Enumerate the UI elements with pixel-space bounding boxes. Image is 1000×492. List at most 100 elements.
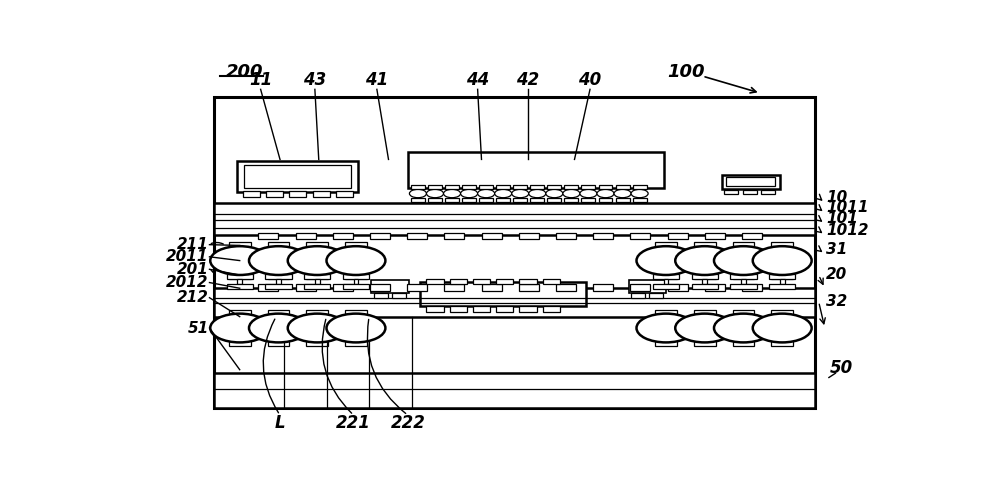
Bar xyxy=(496,307,513,312)
Bar xyxy=(473,279,490,284)
Bar xyxy=(653,275,679,279)
Bar xyxy=(694,310,716,316)
Bar xyxy=(343,284,369,289)
Circle shape xyxy=(326,313,385,342)
Bar xyxy=(411,185,425,189)
Circle shape xyxy=(563,189,580,198)
Bar xyxy=(482,284,502,290)
Bar xyxy=(354,279,358,284)
Bar xyxy=(392,293,406,298)
Bar xyxy=(543,307,560,312)
Text: 11: 11 xyxy=(249,71,272,89)
Text: 2012: 2012 xyxy=(166,275,209,290)
Bar xyxy=(664,279,668,284)
Bar xyxy=(227,284,253,289)
Bar xyxy=(289,191,306,197)
Bar xyxy=(581,198,595,202)
Circle shape xyxy=(444,189,461,198)
Circle shape xyxy=(675,246,734,275)
Text: 41: 41 xyxy=(365,71,388,89)
Circle shape xyxy=(478,189,495,198)
Bar xyxy=(742,284,762,290)
Bar xyxy=(315,279,320,284)
Bar xyxy=(306,310,328,316)
Bar xyxy=(450,279,467,284)
Bar xyxy=(519,284,539,290)
Circle shape xyxy=(529,189,546,198)
Circle shape xyxy=(210,313,269,342)
Bar xyxy=(705,233,725,239)
Bar xyxy=(633,185,647,189)
Bar xyxy=(616,185,630,189)
Bar xyxy=(336,191,353,197)
Text: 2011: 2011 xyxy=(166,249,209,264)
Bar xyxy=(258,284,278,290)
Bar xyxy=(345,340,367,346)
Bar xyxy=(547,185,561,189)
Bar xyxy=(599,185,612,189)
Bar xyxy=(593,233,613,239)
Bar xyxy=(519,279,537,284)
Bar xyxy=(333,233,353,239)
Bar xyxy=(237,161,358,191)
Circle shape xyxy=(675,313,734,342)
Bar xyxy=(694,243,716,248)
Bar xyxy=(296,233,316,239)
Bar xyxy=(265,275,292,279)
Bar xyxy=(370,284,390,290)
Bar xyxy=(243,191,260,197)
Bar xyxy=(426,307,444,312)
Bar xyxy=(304,284,330,289)
Bar xyxy=(730,284,757,289)
Bar xyxy=(445,198,459,202)
Text: 20: 20 xyxy=(826,268,848,282)
Bar xyxy=(771,340,793,346)
Bar xyxy=(668,233,688,239)
Text: 31: 31 xyxy=(826,242,848,257)
Bar xyxy=(629,280,666,293)
Bar xyxy=(371,280,409,293)
Bar xyxy=(313,191,330,197)
Bar xyxy=(268,243,289,248)
Bar xyxy=(482,233,502,239)
Circle shape xyxy=(597,189,614,198)
Bar xyxy=(229,273,251,279)
Bar xyxy=(229,243,251,248)
Bar xyxy=(411,198,425,202)
Bar xyxy=(296,284,316,290)
Circle shape xyxy=(512,189,529,198)
Bar xyxy=(237,279,242,284)
Bar xyxy=(496,198,510,202)
Bar xyxy=(692,284,718,289)
Bar xyxy=(581,185,595,189)
Bar xyxy=(306,273,328,279)
Bar xyxy=(306,340,328,346)
Bar xyxy=(268,310,289,316)
Circle shape xyxy=(249,313,308,342)
Circle shape xyxy=(409,189,426,198)
Circle shape xyxy=(288,313,347,342)
Text: 50: 50 xyxy=(830,359,854,377)
Bar xyxy=(462,198,476,202)
Text: 201: 201 xyxy=(177,262,209,277)
Bar xyxy=(473,307,490,312)
Bar xyxy=(780,279,785,284)
Bar xyxy=(519,233,539,239)
Bar xyxy=(705,284,725,290)
Text: 42: 42 xyxy=(516,71,540,89)
Bar xyxy=(513,185,527,189)
Bar xyxy=(513,198,527,202)
Bar xyxy=(426,279,444,284)
Bar xyxy=(479,185,493,189)
Bar xyxy=(229,310,251,316)
Text: 44: 44 xyxy=(466,71,489,89)
Bar xyxy=(702,279,707,284)
Bar xyxy=(556,233,576,239)
Bar xyxy=(564,198,578,202)
Text: 43: 43 xyxy=(303,71,326,89)
Text: 10: 10 xyxy=(826,190,848,205)
Bar xyxy=(771,310,793,316)
Text: 101: 101 xyxy=(826,212,858,226)
Bar xyxy=(631,293,645,298)
Text: L: L xyxy=(275,414,285,432)
